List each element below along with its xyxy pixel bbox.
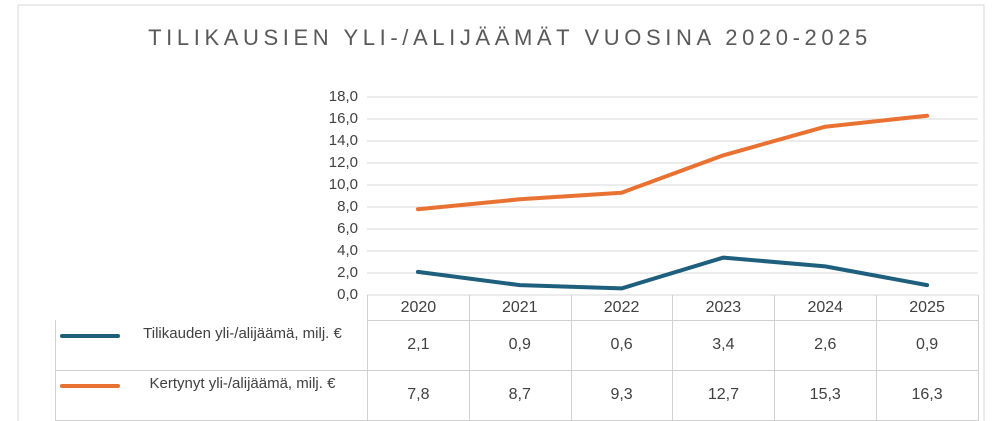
- y-tick-label: 16,0: [329, 110, 358, 127]
- table-value: 16,3: [876, 370, 979, 421]
- table-value: 2,1: [367, 320, 470, 371]
- y-tick-label: 6,0: [337, 220, 358, 237]
- table-header-cell: 2022: [570, 295, 674, 321]
- table-value: 7,8: [367, 370, 470, 421]
- table-header-cell: 2020: [367, 295, 470, 321]
- table-value: 0,9: [468, 320, 572, 371]
- table-value: 8,7: [468, 370, 572, 421]
- table-value: 2,6: [774, 320, 878, 371]
- y-tick-label: 18,0: [329, 88, 358, 105]
- chart-border: [17, 4, 985, 421]
- y-tick-label: 2,0: [337, 264, 358, 281]
- y-tick-label: 12,0: [329, 154, 358, 171]
- table-header-cell: 2024: [774, 295, 878, 321]
- table-header-cell: 2025: [876, 295, 979, 321]
- legend-swatch: [60, 334, 120, 338]
- y-tick-label: 4,0: [337, 242, 358, 259]
- y-tick-label: 8,0: [337, 198, 358, 215]
- table-value: 0,9: [876, 320, 979, 371]
- table-value: 12,7: [672, 370, 776, 421]
- table-header-cell: 2021: [468, 295, 572, 321]
- y-tick-label: 14,0: [329, 132, 358, 149]
- line-series: [415, 113, 930, 212]
- table-value: 15,3: [774, 370, 878, 421]
- chart-title: TILIKAUSIEN YLI-/ALIJÄÄMÄT VUOSINA 2020-…: [148, 25, 872, 50]
- legend-cell: [55, 320, 368, 371]
- legend-label: Tilikauden yli-/alijäämä, milj. €: [143, 325, 342, 342]
- table-value: 9,3: [570, 370, 674, 421]
- legend-label: Kertynyt yli-/alijäämä, milj. €: [149, 375, 336, 392]
- table-header-cell: 2023: [672, 295, 776, 321]
- line-series: [415, 255, 930, 291]
- table-value: 0,6: [570, 320, 674, 371]
- y-tick-label: 0,0: [337, 286, 358, 303]
- y-tick-label: 10,0: [329, 176, 358, 193]
- table-value: 3,4: [672, 320, 776, 371]
- legend-swatch: [60, 384, 120, 388]
